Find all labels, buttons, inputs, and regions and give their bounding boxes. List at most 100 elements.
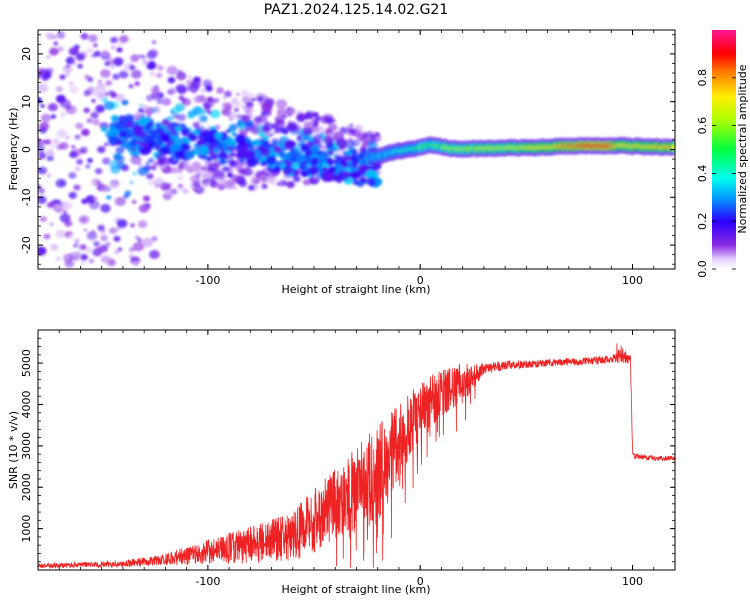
spectrogram-noise-blob xyxy=(100,126,108,132)
spectrogram-noise-blob xyxy=(187,75,192,79)
spectrogram-noise-blob xyxy=(135,235,140,240)
spectrogram-core-blob xyxy=(253,160,258,166)
spectrogram-noise-blob xyxy=(130,69,142,79)
spectrogram-core-blob xyxy=(129,139,138,147)
spectrogram-noise-blob xyxy=(190,80,201,89)
spectrogram-noise-blob xyxy=(52,138,60,145)
spectrogram-noise-blob xyxy=(96,86,107,95)
spectrogram-core-blob xyxy=(184,127,191,134)
spectrogram-noise-blob xyxy=(155,183,160,188)
spectrogram-noise-blob xyxy=(146,114,151,118)
spectrogram-noise-blob xyxy=(190,174,201,184)
spectrogram-noise-blob xyxy=(156,98,163,105)
spectrogram-noise-blob xyxy=(100,234,108,242)
spectrogram-noise-blob xyxy=(105,80,113,86)
spectrogram-noise-blob xyxy=(96,180,101,185)
spectrogram-noise-blob xyxy=(149,249,160,259)
spectrogram-noise-blob xyxy=(130,155,142,165)
spectrogram-noise-blob xyxy=(113,57,124,66)
spectrogram-noise-blob xyxy=(68,172,77,179)
figure-title: PAZ1.2024.125.14.02.G21 xyxy=(264,2,449,18)
spectrogram-noise-blob xyxy=(59,142,69,150)
spectrogram-noise-blob xyxy=(245,165,251,171)
spectrogram-noise-blob xyxy=(55,229,66,239)
y-tick-label: 3000 xyxy=(20,432,33,460)
x-tick-label: 0 xyxy=(417,274,424,287)
spectrogram-noise-blob xyxy=(38,187,45,194)
spectrogram-noise-blob xyxy=(238,124,246,130)
spectrogram-noise-blob xyxy=(72,251,82,260)
spectrogram-core-blob xyxy=(180,142,190,151)
spectrogram-core-blob xyxy=(138,116,149,126)
spectrogram-core-blob xyxy=(194,130,200,136)
spectrogram-noise-blob xyxy=(347,128,353,133)
spectrogram-noise-blob xyxy=(146,173,154,180)
spectrogram-core-blob xyxy=(171,131,177,136)
spectrogram-noise-blob xyxy=(167,115,175,121)
spectrogram-noise-blob xyxy=(83,90,91,97)
spectrogram-noise-blob xyxy=(177,175,184,181)
spectrogram-noise-blob xyxy=(106,195,112,200)
spectrogram-noise-blob xyxy=(137,166,149,176)
spectrogram-noise-blob xyxy=(141,237,154,248)
spectrogram-noise-blob xyxy=(197,190,201,194)
spectrogram-noise-blob xyxy=(38,83,49,93)
spectrogram-noise-blob xyxy=(101,97,108,103)
spectrogram-noise-blob xyxy=(105,242,111,247)
spectrogram-noise-blob xyxy=(149,71,156,77)
spectrogram-noise-blob xyxy=(81,128,90,136)
spectrogram-core-blob xyxy=(349,170,360,180)
spectrogram-noise-blob xyxy=(38,69,46,76)
spectrogram-noise-blob xyxy=(138,108,145,113)
x-tick-label: -100 xyxy=(195,274,220,287)
spectrogram-noise-blob xyxy=(257,96,264,102)
spectrogram-noise-blob xyxy=(177,169,183,174)
spectrogram-noise-blob xyxy=(86,231,98,241)
spectrogram-noise-blob xyxy=(302,125,314,135)
x-tick-label: 100 xyxy=(622,274,643,287)
spectrogram-noise-blob xyxy=(50,114,57,119)
spectrogram-noise-blob xyxy=(241,96,251,104)
spectrogram-noise-blob xyxy=(176,113,187,122)
spectrogram-noise-blob xyxy=(246,109,250,113)
spectrogram-core-blob xyxy=(278,162,286,169)
spectrogram-noise-blob xyxy=(197,95,207,103)
spectrogram-noise-blob xyxy=(336,131,344,138)
spectrogram-noise-blob xyxy=(119,35,129,43)
spectrogram-noise-blob xyxy=(282,114,287,119)
spectrogram-core-blob xyxy=(147,139,157,148)
spectrogram-carrier xyxy=(366,136,675,166)
snr-y-ticks: 1000 2000 3000 4000 5000 xyxy=(20,329,675,571)
spectrogram-noise-blob xyxy=(88,258,94,264)
spectrogram-noise-blob xyxy=(123,194,129,199)
spectrogram-noise-blob xyxy=(87,158,93,163)
spectrogram-noise-blob xyxy=(59,113,65,118)
spectrogram-noise-blob xyxy=(305,113,312,119)
spectrogram-core-blob xyxy=(260,161,267,166)
spectrogram-core-blob xyxy=(257,155,263,160)
spectrogram-noise-blob xyxy=(86,118,93,124)
spectrogram-core-blob xyxy=(317,154,328,164)
spectrogram-core-blob xyxy=(240,145,249,153)
spectrogram-noise-blob xyxy=(46,54,51,60)
spectrogram-noise-blob xyxy=(200,126,205,130)
spectrogram-noise-blob xyxy=(166,65,178,76)
spectrogram-noise-blob xyxy=(178,183,183,188)
spectrogram-noise-blob xyxy=(251,129,256,134)
spectrogram-noise-blob xyxy=(247,184,255,191)
spectrogram-core-blob xyxy=(352,162,358,169)
spectrogram-noise-blob xyxy=(148,49,159,58)
spectrogram-noise-blob xyxy=(81,198,88,205)
spectrogram-noise-blob xyxy=(38,195,47,204)
spectrogram-noise-blob xyxy=(61,111,66,115)
spectrogram-noise-blob xyxy=(235,113,243,120)
spectrogram-core-blob xyxy=(265,155,277,166)
spectrogram-core-blob xyxy=(118,130,128,138)
spectrogram-noise-blob xyxy=(59,99,71,109)
spectrogram-noise-blob xyxy=(208,111,212,115)
spectrogram-noise-blob xyxy=(74,238,80,244)
spectrogram-noise-blob xyxy=(142,195,151,202)
spectrogram-noise-blob xyxy=(57,46,64,52)
snr-x-label: Height of straight line (km) xyxy=(281,583,430,596)
spectrogram-noise-blob xyxy=(109,227,118,235)
